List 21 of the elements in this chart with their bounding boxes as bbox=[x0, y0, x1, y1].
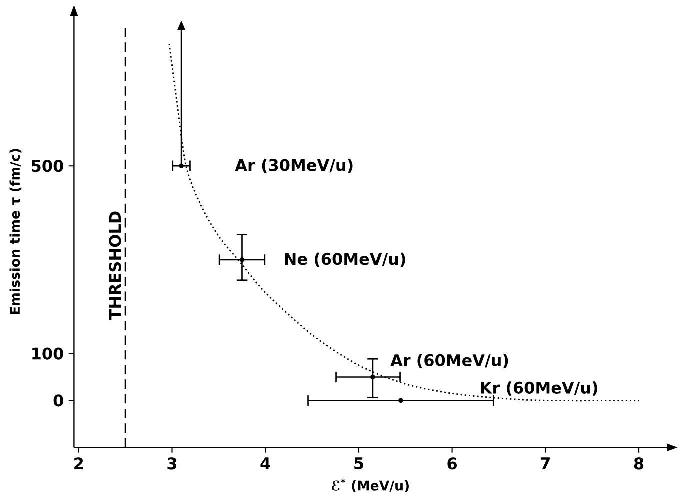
text: Ne (60MeV/u) bbox=[285, 252, 406, 267]
ref-line-label: THRESHOLD bbox=[109, 212, 122, 320]
point bbox=[370, 374, 376, 380]
y-tick-label: 100 bbox=[32, 348, 64, 360]
x-tick-label: 4 bbox=[260, 458, 270, 470]
y-tick-label: 0 bbox=[54, 394, 64, 407]
x-tick-label: 5 bbox=[354, 458, 364, 470]
x-tick-label: 8 bbox=[634, 458, 644, 470]
text: Kr (60MeV/u) bbox=[481, 382, 598, 396]
text: Ar (30MeV/u) bbox=[235, 158, 353, 174]
x-tick-label: 3 bbox=[168, 458, 177, 470]
y-axis-title: Emission time τ (fm/c) bbox=[10, 149, 22, 314]
point bbox=[179, 164, 184, 168]
y-tick-label: 500 bbox=[32, 160, 64, 172]
point bbox=[398, 398, 404, 404]
point bbox=[240, 257, 245, 262]
x-tick-label: 2 bbox=[74, 458, 84, 470]
series-label: Ar (60MeV/u) bbox=[390, 354, 508, 368]
x-axis-title: ℰ$^{*}$ (MeV/u) bbox=[332, 478, 409, 492]
x-tick-label: 7 bbox=[541, 458, 550, 470]
x-tick-label: 6 bbox=[448, 458, 457, 470]
